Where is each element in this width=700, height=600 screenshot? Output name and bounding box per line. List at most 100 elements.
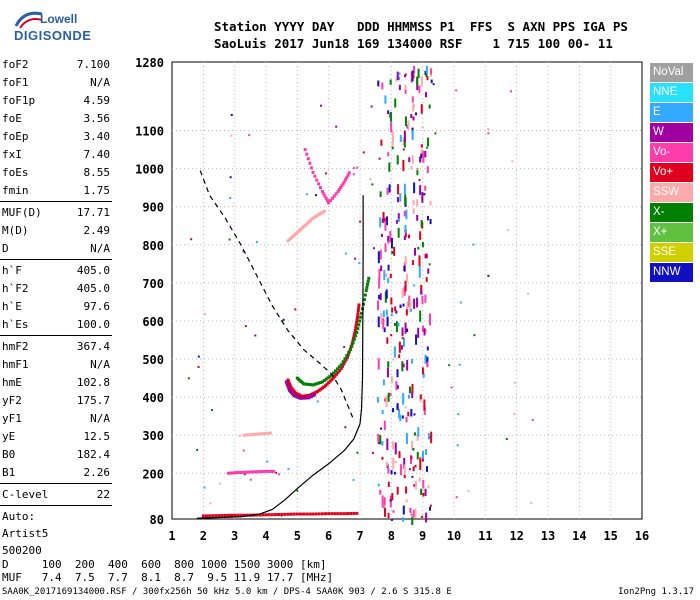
noise-echo	[426, 466, 429, 472]
noise-echo	[390, 518, 393, 521]
noise-echo	[420, 488, 423, 495]
noise-echo	[414, 508, 417, 519]
noise-echo	[391, 141, 394, 149]
noise-echo	[390, 237, 393, 249]
noise-echo	[399, 193, 402, 202]
echo-trace-point	[341, 182, 345, 186]
param-row: foF1p 4.59	[0, 92, 112, 110]
scatter-echo	[358, 262, 361, 265]
echo-trace-point	[355, 318, 359, 322]
scatter-echo	[402, 148, 405, 151]
noise-echo	[430, 68, 433, 75]
noise-echo	[408, 234, 411, 239]
scatter-echo	[352, 173, 355, 176]
noise-echo	[427, 485, 430, 489]
noise-echo	[416, 433, 419, 441]
noise-echo	[390, 470, 393, 475]
echo-trace-point	[319, 381, 323, 385]
param-separator	[0, 505, 112, 506]
param-name: h`E	[2, 300, 22, 313]
muf-table: D 100 200 400 600 800 1000 1500 3000 [km…	[2, 558, 333, 584]
scatter-echo	[243, 473, 246, 476]
noise-echo	[413, 284, 416, 287]
noise-echo	[425, 65, 428, 74]
scatter-echo	[530, 501, 533, 504]
param-value: 22	[96, 488, 110, 501]
echo-trace-point	[317, 388, 321, 392]
echo-trace-point	[343, 357, 347, 361]
noise-echo	[402, 363, 405, 368]
echo-trace-point	[305, 382, 309, 386]
noise-echo	[421, 192, 424, 203]
noise-echo	[398, 84, 401, 91]
noise-echo	[402, 137, 405, 146]
noise-echo	[397, 218, 400, 222]
echo-trace-point	[204, 514, 208, 518]
noise-echo	[417, 246, 420, 250]
noise-echo	[390, 122, 393, 133]
scatter-echo	[487, 128, 490, 131]
noise-echo	[398, 341, 401, 353]
noise-echo	[378, 277, 381, 289]
noise-echo	[424, 354, 427, 364]
noise-echo	[415, 334, 418, 345]
legend-item-ssw: SSW	[650, 183, 693, 202]
noise-echo	[382, 318, 385, 330]
noise-echo	[394, 306, 397, 312]
noise-echo	[409, 454, 412, 465]
y-tick-label: 200	[142, 467, 164, 481]
echo-trace-point	[324, 196, 328, 200]
noise-echo	[409, 386, 412, 394]
echo-trace-point	[329, 199, 333, 203]
echo-trace-point	[302, 396, 306, 400]
echo-trace-point	[285, 382, 289, 386]
noise-echo	[414, 464, 417, 468]
noise-echo	[417, 327, 420, 338]
noise-echo	[416, 451, 419, 460]
scatter-echo	[506, 228, 509, 231]
noise-echo	[416, 215, 419, 221]
noise-echo	[420, 284, 423, 295]
param-row: C-level 22	[0, 486, 112, 504]
noise-echo	[391, 146, 394, 150]
noise-echo	[425, 277, 428, 282]
echo-trace-point	[289, 512, 293, 516]
muf-frequency-row: MUF 7.4 7.5 7.7 8.1 8.7 9.5 11.9 17.7 [M…	[2, 571, 334, 584]
param-row: foEs 8.55	[0, 164, 112, 182]
noise-echo	[424, 70, 427, 75]
logo-line1: Lowell	[40, 12, 78, 26]
scatter-echo	[203, 312, 206, 315]
noise-echo	[404, 229, 407, 238]
echo-trace-point	[261, 432, 265, 436]
noise-echo	[412, 103, 415, 108]
noise-echo	[387, 152, 390, 157]
echo-trace-point	[345, 512, 349, 516]
echo-trace-point	[300, 394, 304, 398]
echo-trace-point	[327, 512, 331, 516]
scatter-echo	[305, 193, 308, 196]
echo-trace-point	[286, 512, 290, 516]
noise-echo	[389, 392, 392, 397]
echo-trace-point	[300, 396, 304, 400]
param-value: 7.40	[83, 148, 111, 161]
noise-echo	[392, 441, 395, 450]
echo-trace-point	[257, 432, 261, 436]
noise-echo	[396, 405, 399, 409]
scatter-echo	[282, 318, 285, 321]
scaled-parameters-panel: foF2 7.100 foF1 N/A foF1p 4.59 foE 3.56 foEp 3.40…	[0, 56, 112, 559]
echo-trace-point	[272, 469, 276, 473]
scatter-echo	[244, 325, 247, 328]
echo-trace-point	[277, 513, 281, 517]
echo-trace-point	[308, 395, 312, 399]
echo-trace-point	[253, 470, 257, 474]
echo-trace-point	[305, 396, 309, 400]
noise-echo	[388, 184, 391, 193]
y-tick-label: 800	[142, 239, 164, 253]
echo-trace-point	[334, 192, 338, 196]
echo-trace-point	[268, 431, 272, 435]
echo-trace-point	[359, 315, 363, 319]
noise-echo	[426, 76, 429, 81]
echo-trace-point	[352, 337, 356, 341]
noise-echo	[427, 137, 430, 147]
